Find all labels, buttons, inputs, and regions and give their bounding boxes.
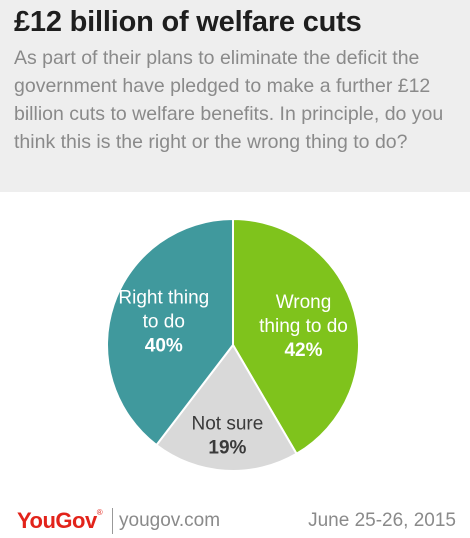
slice-value-not-sure: 19% [208, 438, 246, 459]
pie-chart: Wrong thing to do 42% Not sure 19% Right thin… [106, 217, 360, 472]
pie-labels: Wrong thing to do 42% Not sure 19% Right thin… [118, 288, 347, 459]
yougov-logo: YouGov® [17, 508, 103, 534]
header-panel: £12 billion of welfare cuts As part of t… [0, 0, 470, 192]
slice-value-wrong-thing-to-do: 42% [284, 340, 322, 361]
pie-slices [106, 217, 360, 472]
pie-slice-not-sure [155, 343, 298, 472]
site-link[interactable]: yougov.com [119, 510, 221, 531]
slice-value-right-thing-to-do: 40% [145, 336, 183, 357]
pie-slice-wrong-thing-to-do [232, 217, 360, 456]
logo-registered-mark: ® [96, 508, 103, 517]
slice-label-wrong-thing-to-do-line-1: Wrong [276, 292, 332, 313]
survey-date: June 25-26, 2015 [308, 510, 456, 531]
slice-label-right-thing-to-do-line-2: to do [143, 312, 185, 333]
footer: YouGov® yougov.com June 25-26, 2015 [0, 502, 470, 538]
slice-label-right-thing-to-do-line-1: Right thing [118, 288, 209, 309]
chart-title: £12 billion of welfare cuts [14, 6, 362, 38]
pie-slice-right-thing-to-do [106, 217, 234, 447]
logo-text: YouGov [17, 508, 97, 533]
footer-divider [112, 508, 113, 534]
chart-subtitle: As part of their plans to eliminate the … [14, 47, 444, 153]
slice-label-not-sure-line-1: Not sure [191, 414, 263, 435]
slice-label-wrong-thing-to-do-line-2: thing to do [259, 316, 348, 337]
